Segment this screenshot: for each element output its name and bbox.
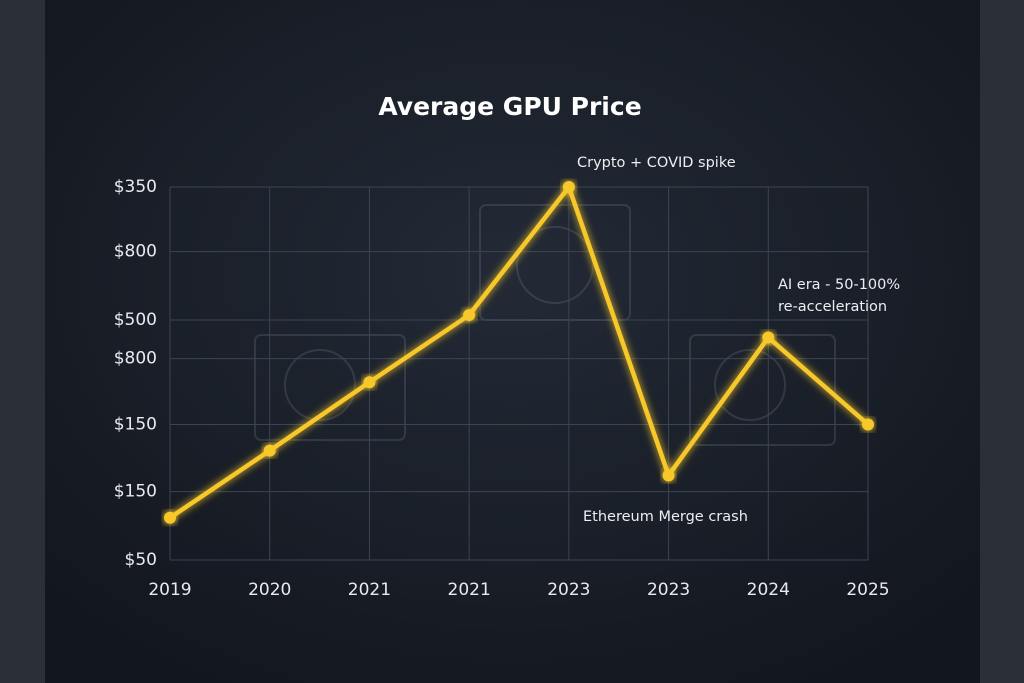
y-tick-label: $500 — [114, 310, 157, 330]
y-tick-label: $350 — [114, 177, 157, 197]
x-tick-label: 2024 — [747, 580, 790, 600]
data-point — [662, 469, 675, 482]
annotation: re-acceleration — [778, 299, 887, 315]
x-tick-label: 2021 — [448, 580, 491, 600]
annotation: Crypto + COVID spike — [577, 155, 736, 171]
data-point — [164, 511, 176, 524]
y-tick-label: $800 — [114, 242, 157, 262]
data-point — [562, 181, 575, 193]
x-tick-label: 2023 — [547, 580, 590, 600]
annotation: Ethereum Merge crash — [583, 509, 748, 525]
data-point — [762, 331, 775, 344]
panel — [45, 0, 980, 683]
data-point — [862, 418, 874, 431]
annotation: AI era - 50-100% — [778, 277, 900, 293]
y-tick-label: $150 — [114, 482, 157, 502]
y-tick-label: $800 — [114, 349, 157, 369]
x-tick-label: 2023 — [647, 580, 690, 600]
x-tick-label: 2020 — [248, 580, 291, 600]
data-point — [263, 444, 276, 457]
x-tick-label: 2019 — [148, 580, 191, 600]
x-tick-label: 2025 — [846, 580, 889, 600]
x-tick-label: 2021 — [348, 580, 391, 600]
y-tick-label: $50 — [125, 550, 157, 570]
data-line — [167, 184, 871, 520]
chart-title: Average GPU Price — [378, 92, 641, 121]
data-point — [463, 309, 476, 322]
y-tick-label: $150 — [114, 414, 157, 434]
data-point — [363, 376, 376, 389]
